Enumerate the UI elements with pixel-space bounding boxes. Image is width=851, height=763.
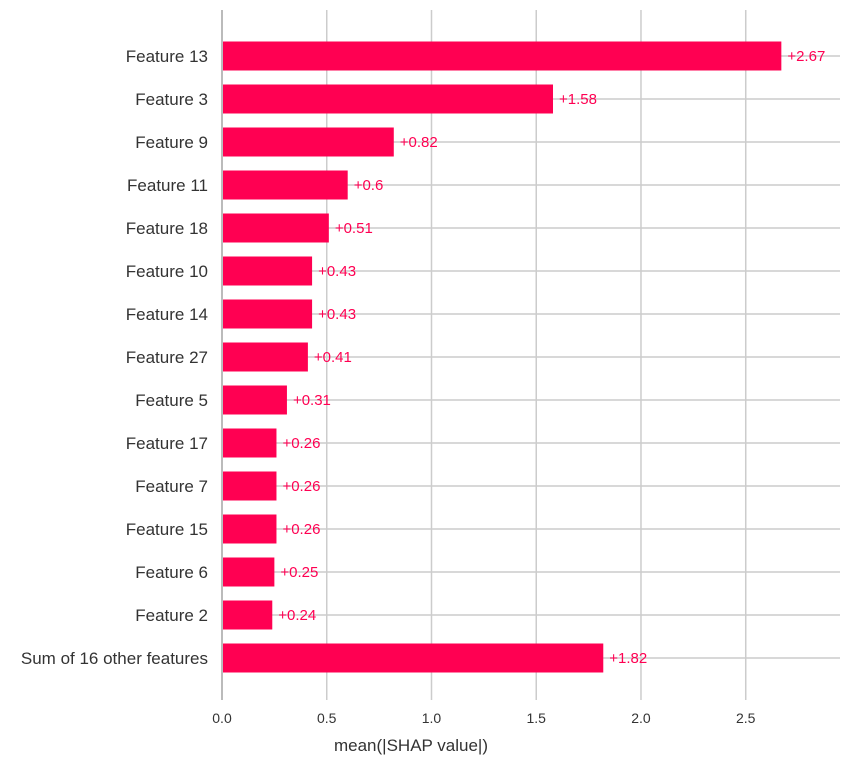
x-tick-label: 1.5 [527, 710, 547, 726]
bar-value-label: +0.43 [318, 306, 356, 323]
category-label: Feature 18 [126, 219, 208, 238]
x-axis-title: mean(|SHAP value|) [334, 736, 488, 755]
bar-value-label: +0.82 [400, 134, 438, 151]
category-label: Feature 3 [135, 90, 208, 109]
bar-value-label: +0.31 [293, 392, 331, 409]
bar-value-label: +1.82 [609, 650, 647, 667]
category-label: Feature 7 [135, 477, 208, 496]
x-tick-label: 0.5 [317, 710, 337, 726]
bar [222, 471, 277, 501]
bars [222, 41, 782, 673]
bar-value-label: +0.25 [280, 564, 318, 581]
bar [222, 643, 604, 673]
bar [222, 84, 553, 114]
bar-value-label: +0.51 [335, 220, 373, 237]
bar [222, 342, 308, 372]
category-label: Feature 9 [135, 133, 208, 152]
bar-value-label: +0.26 [282, 478, 320, 495]
category-label: Feature 17 [126, 434, 208, 453]
data-labels: +2.67 +1.58 +0.82 +0.6 +0.51 +0.43 +0.43 +0.41 +… [278, 48, 825, 667]
category-label: Feature 10 [126, 262, 208, 281]
bar-value-label: +0.26 [282, 435, 320, 452]
category-label: Feature 2 [135, 606, 208, 625]
category-label: Sum of 16 other features [21, 649, 208, 668]
x-tick-label: 0.0 [212, 710, 232, 726]
bar-value-label: +0.6 [354, 177, 384, 194]
category-label: Feature 11 [127, 176, 208, 195]
bar [222, 256, 313, 286]
bar [222, 170, 348, 200]
bar [222, 299, 313, 329]
x-tick-label: 2.5 [736, 710, 756, 726]
bar [222, 213, 329, 243]
bar [222, 514, 277, 544]
bar-value-label: +0.43 [318, 263, 356, 280]
bar-value-label: +0.26 [282, 521, 320, 538]
category-label: Feature 6 [135, 563, 208, 582]
bar-value-label: +0.24 [278, 607, 316, 624]
bar [222, 385, 287, 415]
category-labels: Feature 13 Feature 3 Feature 9 Feature 11 Fe… [21, 47, 208, 668]
category-label: Feature 13 [126, 47, 208, 66]
x-tick-labels: 0.0 0.5 1.0 1.5 2.0 2.5 [212, 710, 755, 726]
bar-value-label: +1.58 [559, 91, 597, 108]
category-label: Feature 15 [126, 520, 208, 539]
category-label: Feature 14 [126, 305, 208, 324]
bar [222, 428, 277, 458]
bar [222, 600, 273, 630]
bar-value-label: +0.41 [314, 349, 352, 366]
bar [222, 41, 782, 71]
bar-value-label: +2.67 [787, 48, 825, 65]
category-label: Feature 5 [135, 391, 208, 410]
bar [222, 557, 275, 587]
x-tick-label: 1.0 [422, 710, 442, 726]
bar [222, 127, 394, 157]
x-tick-label: 2.0 [631, 710, 651, 726]
category-label: Feature 27 [126, 348, 208, 367]
